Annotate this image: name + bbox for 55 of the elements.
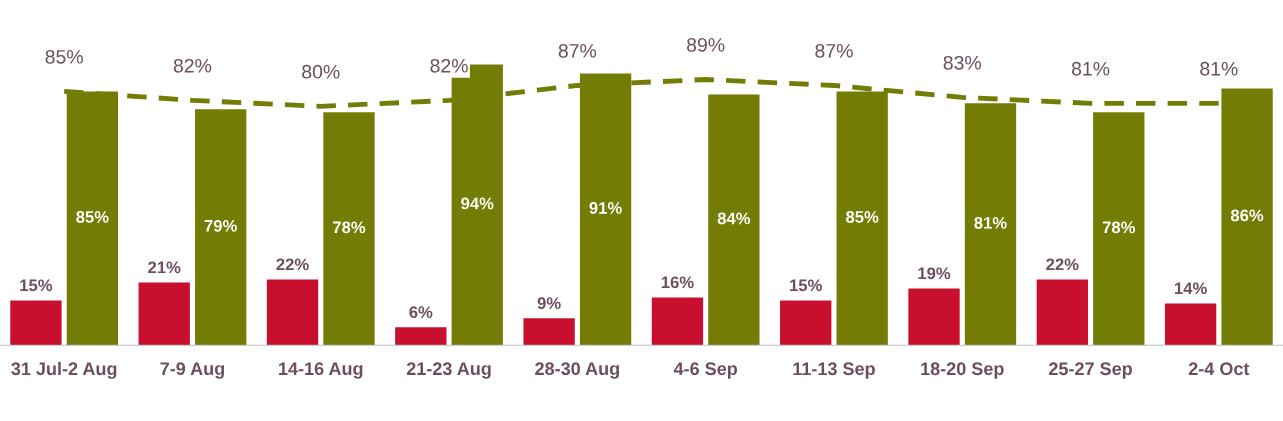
data-label: 81% bbox=[974, 216, 1007, 229]
bar bbox=[780, 300, 832, 346]
data-label: 87% bbox=[815, 43, 853, 58]
data-label: 22% bbox=[276, 258, 309, 271]
data-label: 9% bbox=[537, 297, 561, 310]
bar bbox=[523, 318, 575, 346]
data-label: 80% bbox=[302, 64, 340, 79]
data-label: 14% bbox=[1175, 282, 1207, 295]
data-label: 91% bbox=[589, 202, 622, 214]
x-tick-label: 18-20 Sep bbox=[921, 362, 1004, 379]
data-label: 16% bbox=[661, 276, 694, 289]
data-label: 85% bbox=[45, 49, 83, 64]
bar bbox=[138, 282, 190, 346]
data-label: 82% bbox=[173, 58, 212, 73]
bar bbox=[1036, 279, 1088, 346]
x-tick-label: 7-9 Aug bbox=[160, 362, 225, 379]
data-label: 81% bbox=[1071, 61, 1110, 76]
data-label: 87% bbox=[558, 43, 597, 58]
bar bbox=[10, 300, 62, 346]
data-label: 19% bbox=[918, 267, 951, 280]
bar bbox=[908, 288, 960, 346]
bar bbox=[651, 297, 704, 346]
bar bbox=[323, 112, 375, 346]
x-tick-label: 28-30 Aug bbox=[535, 362, 619, 379]
bar bbox=[708, 94, 760, 346]
x-tick-label: 31 Jul-2 Aug bbox=[11, 361, 117, 379]
x-tick-label: 11-13 Sep bbox=[793, 362, 875, 379]
bar bbox=[1221, 88, 1273, 346]
data-label: 94% bbox=[461, 197, 494, 210]
bar bbox=[395, 327, 447, 346]
bar bbox=[1093, 112, 1145, 346]
data-label: 84% bbox=[717, 212, 751, 225]
x-tick-label: 21-23 Aug bbox=[406, 362, 491, 379]
data-label: 15% bbox=[20, 279, 53, 292]
x-tick-label: 25-27 Sep bbox=[1049, 362, 1132, 379]
bar bbox=[266, 279, 319, 346]
data-label: 85% bbox=[76, 210, 109, 223]
x-tick-label: 14-16 Aug bbox=[279, 362, 363, 379]
data-label: 86% bbox=[1230, 209, 1264, 222]
data-label: 81% bbox=[1200, 61, 1238, 76]
data-label: 83% bbox=[943, 55, 982, 70]
data-label: 22% bbox=[1046, 258, 1079, 271]
x-tick-label: 2-4 Oct bbox=[1188, 362, 1250, 376]
x-tick-label: 4-6 Sep bbox=[673, 362, 738, 379]
data-label: 79% bbox=[204, 219, 237, 232]
data-label: 78% bbox=[333, 221, 366, 234]
data-label: 6% bbox=[409, 306, 433, 319]
data-label: 15% bbox=[790, 279, 822, 292]
data-label: 85% bbox=[846, 210, 879, 223]
data-label: 82% bbox=[430, 58, 468, 73]
data-label: 78% bbox=[1102, 221, 1136, 234]
bar bbox=[195, 109, 247, 346]
bar bbox=[1164, 303, 1217, 346]
data-label: 21% bbox=[148, 261, 181, 274]
data-label: 89% bbox=[687, 37, 725, 52]
